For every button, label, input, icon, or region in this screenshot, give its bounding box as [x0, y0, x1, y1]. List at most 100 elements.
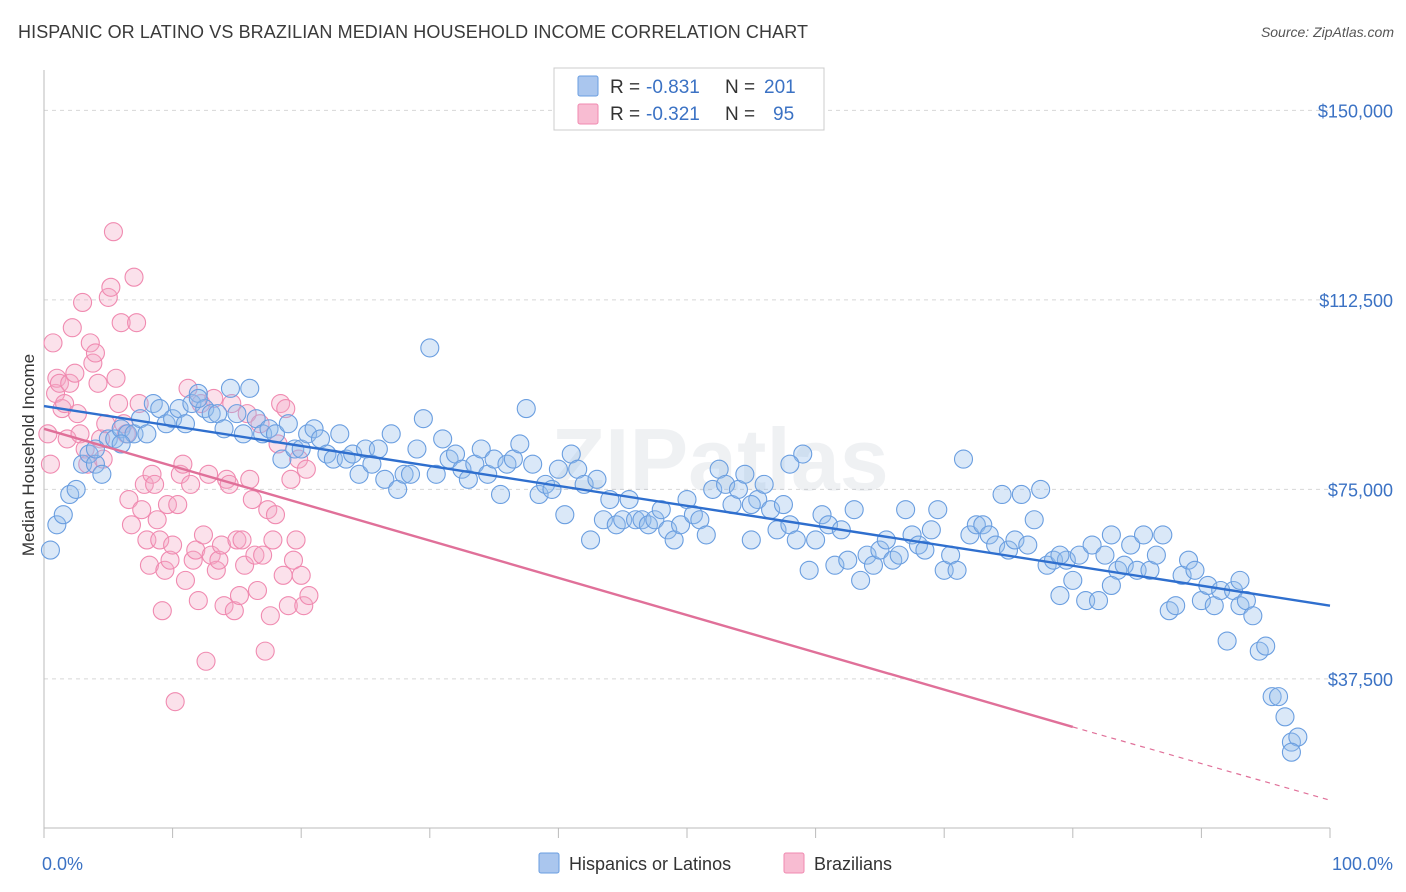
- hispanic-point-74: [516, 399, 536, 419]
- hispanic-point-94: [645, 510, 665, 530]
- hispanic-point-109: [741, 530, 761, 550]
- hispanic-point-172: [1146, 545, 1166, 565]
- hispanic-point-70: [490, 484, 511, 505]
- brazilian-point-35: [127, 313, 147, 333]
- hispanic-point-198: [1050, 545, 1070, 565]
- hispanic-point-137: [921, 520, 941, 540]
- brazilian-point-10: [62, 318, 82, 338]
- hispanic-point-0: [40, 540, 60, 560]
- hispanic-point-165: [1101, 525, 1121, 545]
- source-label: Source: ZipAtlas.com: [1260, 24, 1394, 40]
- hispanic-point-119: [806, 530, 826, 550]
- brazilian-point-5: [49, 373, 69, 393]
- brazilian-point-17: [80, 333, 100, 353]
- hispanic-point-143: [960, 525, 980, 545]
- brazilian-point-36: [129, 393, 149, 414]
- hispanic-point-48: [349, 464, 369, 484]
- brazilian-point-76: [232, 530, 252, 550]
- hispanic-point-187: [1243, 606, 1263, 626]
- hispanic-point-163: [1088, 591, 1109, 611]
- brazilian-point-20: [88, 373, 108, 393]
- hispanic-point-57: [407, 439, 427, 459]
- hispanic-point-151: [1011, 484, 1031, 505]
- hispanic-point-108: [735, 464, 755, 484]
- hispanic-point-164: [1095, 545, 1115, 565]
- hispanic-point-120: [812, 505, 832, 525]
- brazilian-point-69: [214, 596, 234, 616]
- hispanic-point-103: [703, 479, 723, 499]
- hispanic-point-76: [529, 484, 549, 505]
- brazilian-point-68: [211, 535, 232, 555]
- brazilian-point-19: [85, 343, 105, 363]
- brazilian-point-33: [121, 515, 141, 535]
- legend-r-label-hispanics: R =: [610, 77, 640, 98]
- hispanic-point-185: [1230, 596, 1250, 616]
- x-tick-label-1: 100.0%: [1332, 854, 1393, 874]
- brazilian-point-58: [186, 540, 206, 560]
- hispanic-point-157: [1050, 585, 1070, 606]
- brazilian-point-59: [188, 591, 208, 611]
- hispanic-point-136: [915, 540, 935, 560]
- hispanic-point-154: [1031, 479, 1051, 499]
- legend-r-hispanics: -0.831: [646, 77, 700, 98]
- brazilian-point-11: [65, 363, 85, 383]
- legend-n-label-hispanics: N =: [725, 77, 755, 98]
- hispanic-point-29: [227, 404, 247, 424]
- hispanic-point-93: [638, 515, 658, 535]
- hispanic-point-75: [523, 454, 543, 474]
- hispanic-point-168: [1121, 535, 1141, 555]
- hispanic-point-173: [1153, 525, 1173, 545]
- hispanic-point-10: [105, 429, 125, 449]
- hispanic-point-40: [298, 424, 318, 444]
- brazilian-point-37: [132, 500, 152, 520]
- brazilian-point-38: [134, 474, 154, 494]
- hispanic-point-28: [220, 378, 241, 398]
- brazilian-point-43: [147, 510, 167, 530]
- hispanic-point-160: [1069, 545, 1089, 565]
- hispanic-point-45: [330, 424, 350, 444]
- hispanic-point-55: [394, 464, 414, 484]
- brazilian-point-54: [175, 570, 196, 590]
- hispanic-point-12: [118, 424, 138, 444]
- hispanic-point-30: [233, 424, 253, 444]
- hispanic-point-196: [1230, 570, 1250, 590]
- hispanic-point-34: [259, 419, 279, 439]
- hispanic-point-133: [896, 500, 916, 520]
- hispanic-point-145: [973, 515, 993, 535]
- trend-extension-1: [1072, 726, 1331, 801]
- brazilian-point-82: [247, 580, 268, 601]
- hispanic-point-131: [883, 550, 903, 570]
- brazilian-point-80: [242, 489, 262, 510]
- hispanic-point-19: [163, 409, 183, 429]
- axes: [43, 70, 1331, 838]
- hispanic-point-73: [510, 434, 530, 454]
- brazilian-point-97: [286, 530, 306, 550]
- hispanic-point-152: [1018, 535, 1038, 555]
- trend-lines: [43, 404, 1331, 801]
- bottom-legend-brazilians: Brazilians: [814, 854, 892, 874]
- hispanic-point-4: [66, 479, 86, 499]
- hispanic-point-37: [278, 414, 298, 434]
- hispanic-point-25: [201, 404, 221, 424]
- hispanic-point-56: [400, 464, 421, 484]
- legend-n-hispanics: 201: [764, 77, 796, 98]
- series-legend: Hispanics or Latinos Brazilians: [538, 852, 892, 874]
- hispanic-point-192: [1275, 707, 1295, 727]
- brazilian-point-28: [109, 393, 129, 414]
- brazilian-point-93: [276, 399, 296, 419]
- chart-title: HISPANIC OR LATINO VS BRAZILIAN MEDIAN H…: [18, 22, 809, 42]
- hispanic-point-117: [793, 444, 813, 464]
- bottom-legend-hispanics: Hispanics or Latinos: [569, 854, 731, 874]
- y-tick-label-1: $112,500: [1319, 291, 1393, 311]
- brazilian-point-1: [40, 454, 60, 474]
- hispanic-point-105: [716, 474, 736, 494]
- hispanic-point-59: [420, 338, 440, 358]
- y-tick-label-2: $75,000: [1328, 480, 1393, 500]
- brazilian-point-89: [265, 505, 286, 525]
- legend-swatch-hispanics: [577, 75, 599, 97]
- brazilian-point-45: [152, 601, 172, 621]
- hispanic-point-162: [1082, 535, 1102, 555]
- hispanic-point-24: [195, 399, 215, 419]
- hispanic-point-11: [111, 419, 131, 439]
- legend-r-brazilians: -0.321: [646, 104, 700, 125]
